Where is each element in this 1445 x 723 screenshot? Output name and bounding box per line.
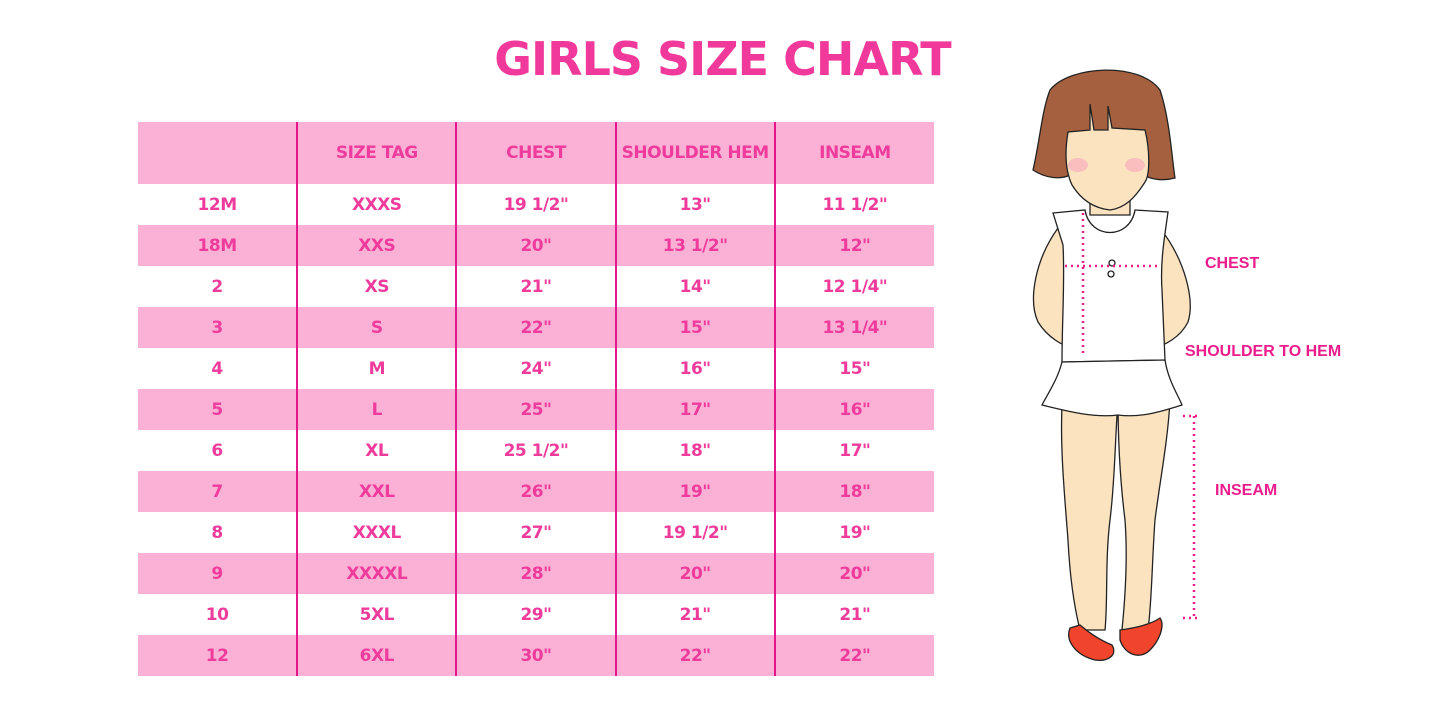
table-cell: 15" (773, 348, 934, 389)
table-row: 6 XL 25 1/2" 18" 17" (138, 430, 934, 471)
table-cell: 13 1/2" (614, 225, 775, 266)
table-cell: 7 (211, 481, 223, 502)
header-cell: CHEST (455, 122, 616, 184)
table-cell: 5 (211, 399, 223, 420)
table-cell: 21" (773, 594, 934, 635)
table-cell: XXXS (296, 184, 457, 225)
header-cell: INSEAM (773, 122, 934, 184)
table-cell: 20" (455, 225, 616, 266)
table-cell: 11 1/2" (773, 184, 934, 225)
left-shoe (1068, 624, 1115, 661)
table-cell: L (296, 389, 457, 430)
table-row: 10 5XL 29" 21" 21" (138, 594, 934, 635)
table-cell: XXS (296, 225, 457, 266)
table-cell: 6 (211, 440, 223, 461)
table-cell: 25 1/2" (455, 430, 616, 471)
header-cell: SHOULDER HEM (614, 122, 775, 184)
table-header-row: SIZE TAG CHEST SHOULDER HEM INSEAM (138, 122, 934, 184)
table-cell: XL (296, 430, 457, 471)
table-cell: 18" (773, 471, 934, 512)
table-cell: 25" (455, 389, 616, 430)
table-cell: 24" (455, 348, 616, 389)
table-cell: 13" (614, 184, 775, 225)
table-cell: 10 (205, 604, 229, 625)
table-cell: 12 1/4" (773, 266, 934, 307)
table-cell: 16" (773, 389, 934, 430)
table-row: 5 L 25" 17" 16" (138, 389, 934, 430)
table-cell: 29" (455, 594, 616, 635)
left-leg (1060, 399, 1119, 631)
page-title: GIRLS SIZE CHART (494, 32, 951, 86)
table-cell: 12" (773, 225, 934, 266)
table-cell: 19 1/2" (614, 512, 775, 553)
table-cell: 3 (211, 317, 223, 338)
table-row: 7 XXL 26" 19" 18" (138, 471, 934, 512)
table-cell: 8 (211, 522, 223, 543)
table-cell: 27" (455, 512, 616, 553)
table-cell: XXXXL (296, 553, 457, 594)
table-row: 2 XS 21" 14" 12 1/4" (138, 266, 934, 307)
table-cell: 17" (614, 389, 775, 430)
table-row: 12M XXXS 19 1/2" 13" 11 1/2" (138, 184, 934, 225)
skirt (1041, 359, 1183, 417)
table-cell: 28" (455, 553, 616, 594)
table-row: 18M XXS 20" 13 1/2" 12" (138, 225, 934, 266)
header-cell: SIZE TAG (296, 122, 457, 184)
table-cell: 20" (773, 553, 934, 594)
table-cell: XXL (296, 471, 457, 512)
table-row: 4 M 24" 16" 15" (138, 348, 934, 389)
table-cell: 18" (614, 430, 775, 471)
table-cell: S (296, 307, 457, 348)
table-cell: 19 1/2" (455, 184, 616, 225)
table-row: 3 S 22" 15" 13 1/4" (138, 307, 934, 348)
table-cell: 17" (773, 430, 934, 471)
table-cell: 22" (773, 635, 934, 676)
table-cell: M (296, 348, 457, 389)
shirt (1052, 209, 1169, 363)
chest-label: CHEST (1205, 255, 1260, 272)
table-row: 8 XXXL 27" 19 1/2" 19" (138, 512, 934, 553)
table-cell: 13 1/4" (773, 307, 934, 348)
table-row: 9 XXXXL 28" 20" 20" (138, 553, 934, 594)
inseam-label: INSEAM (1215, 482, 1278, 499)
table-cell: 4 (211, 358, 223, 379)
table-row: 12 6XL 30" 22" 22" (138, 635, 934, 676)
face (1065, 103, 1150, 211)
table-cell: 5XL (296, 594, 457, 635)
table-cell: XS (296, 266, 457, 307)
size-chart-table: SIZE TAG CHEST SHOULDER HEM INSEAM 12M XX… (138, 122, 934, 676)
right-leg (1117, 399, 1171, 631)
table-cell: 14" (614, 266, 775, 307)
table-cell: 19" (614, 471, 775, 512)
table-cell: 21" (455, 266, 616, 307)
table-cell: 20" (614, 553, 775, 594)
table-cell: 12 (205, 645, 229, 666)
table-cell: 9 (211, 563, 223, 584)
table-cell: 2 (211, 276, 223, 297)
table-cell: 18M (197, 235, 238, 256)
table-cell: 22" (614, 635, 775, 676)
table-cell: 26" (455, 471, 616, 512)
table-cell: XXXL (296, 512, 457, 553)
table-cell: 22" (455, 307, 616, 348)
table-cell: 19" (773, 512, 934, 553)
table-cell: 15" (614, 307, 775, 348)
table-cell: 30" (455, 635, 616, 676)
table-cell: 12M (197, 194, 238, 215)
shoulder-to-hem-label: SHOULDER TO HEM (1185, 343, 1342, 360)
table-cell: 16" (614, 348, 775, 389)
table-cell: 21" (614, 594, 775, 635)
table-cell: 6XL (296, 635, 457, 676)
right-shoe (1119, 617, 1163, 656)
